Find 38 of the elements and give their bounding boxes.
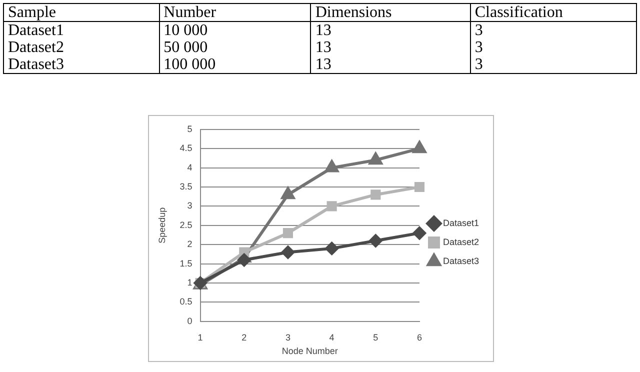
legend-label: Dataset1 xyxy=(442,218,480,228)
x-tick-label: 6 xyxy=(416,332,422,342)
x-tick-label: 2 xyxy=(242,332,247,342)
text: Dataset2 xyxy=(4,39,160,56)
legend-label: Dataset3 xyxy=(442,256,480,266)
text: Classification xyxy=(470,4,636,22)
y-tick-label: 0.5 xyxy=(180,296,192,307)
y-tick-label: 2 xyxy=(187,239,192,250)
y-tick-label: 4.5 xyxy=(180,143,192,154)
text: 3 xyxy=(470,39,636,56)
text: 10 000 xyxy=(159,22,311,39)
text: Dataset1 xyxy=(4,22,160,39)
legend-label: Dataset2 xyxy=(442,236,480,247)
text: 13 xyxy=(310,56,470,74)
y-tick-label: 0 xyxy=(187,316,192,326)
text: 13 xyxy=(310,39,470,56)
y-tick-label: 1.5 xyxy=(180,258,192,268)
y-tick-label: 2.5 xyxy=(180,220,192,230)
y-axis-title: Speedup xyxy=(156,207,167,244)
x-tick-label: 4 xyxy=(329,332,334,342)
x-tick-label: 3 xyxy=(285,332,290,342)
y-tick-label: 5 xyxy=(187,124,192,134)
y-tick-label: 3 xyxy=(187,200,192,211)
text: Sample xyxy=(4,4,160,22)
text: 13 xyxy=(310,22,470,39)
text: Number xyxy=(159,4,311,22)
text: 100 000 xyxy=(159,56,311,74)
y-tick-label: 4 xyxy=(187,162,192,172)
text: 50 000 xyxy=(159,39,311,56)
x-tick-label: 1 xyxy=(198,332,203,342)
y-tick-label: 3.5 xyxy=(180,181,192,192)
text: Dimensions xyxy=(310,4,470,22)
x-axis-title: Node Number xyxy=(282,346,338,356)
x-tick-label: 5 xyxy=(373,332,378,342)
text: 3 xyxy=(470,56,636,74)
text: 3 xyxy=(470,22,636,39)
y-tick-label: 1 xyxy=(187,277,192,288)
text: Dataset3 xyxy=(4,56,160,74)
